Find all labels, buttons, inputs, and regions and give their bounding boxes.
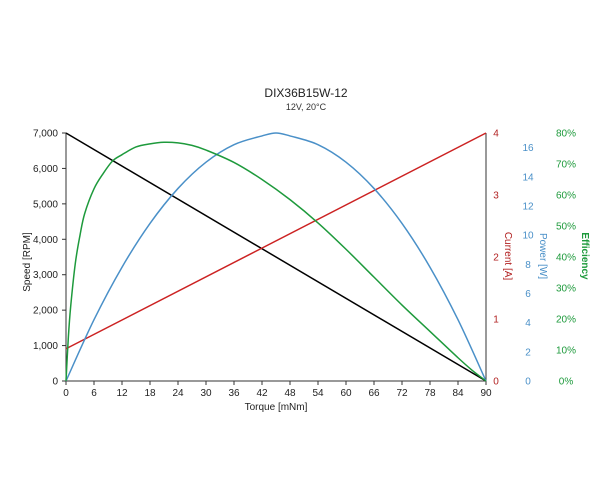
efficiency-tick-label: 70% (556, 160, 576, 171)
speed-tick-label: 7,000 (33, 129, 58, 140)
current-tick-label: 4 (493, 129, 499, 140)
x-tick-label: 48 (284, 388, 296, 399)
power-tick-label: 10 (522, 231, 534, 242)
x-tick-label: 0 (63, 388, 69, 399)
power-tick-label: 14 (522, 172, 534, 183)
x-tick-label: 24 (172, 388, 184, 399)
speed-tick-label: 3,000 (33, 270, 58, 281)
x-tick-label: 78 (424, 388, 436, 399)
x-tick-label: 36 (228, 388, 240, 399)
speed-tick-label: 5,000 (33, 199, 58, 210)
efficiency-tick-label: 50% (556, 222, 576, 233)
power-tick-label: 2 (525, 347, 531, 358)
axes: 0 6 12 18 24 30 36 42 48 54 60 66 72 78 84 9001,0002,00… (33, 129, 576, 400)
x-axis-label: Torque [mNm] (245, 402, 308, 413)
current-tick-label: 2 (493, 253, 499, 264)
speed-tick-label: 1,000 (33, 341, 58, 352)
x-tick-label: 6 (91, 388, 97, 399)
speed-tick-label: 2,000 (33, 306, 58, 317)
efficiency-tick-label: 10% (556, 346, 576, 357)
x-tick-label: 72 (396, 388, 408, 399)
current-tick-label: 3 (493, 191, 499, 202)
efficiency-tick-label: 30% (556, 284, 576, 295)
x-tick-label: 42 (256, 388, 268, 399)
speed-tick-label: 6,000 (33, 164, 58, 175)
x-tick-label: 66 (368, 388, 380, 399)
chart-title: DIX36B15W-12 (264, 86, 347, 100)
power-tick-label: 4 (525, 318, 531, 329)
current-tick-label: 1 (493, 315, 499, 326)
power-tick-label: 16 (522, 143, 534, 154)
y-axis-label-power: Power [W] (537, 233, 548, 279)
x-tick-label: 54 (312, 388, 324, 399)
current-tick-label: 0 (493, 377, 499, 388)
y-axis-label-speed: Speed [RPM] (22, 232, 33, 292)
power-tick-label: 6 (525, 289, 531, 300)
x-tick-label: 18 (144, 388, 156, 399)
x-tick-label: 90 (480, 388, 492, 399)
speed-tick-label: 4,000 (33, 235, 58, 246)
series-line-speed (65, 132, 487, 382)
x-tick-label: 60 (340, 388, 352, 399)
y-axis-label-efficiency: Efficiency (579, 232, 590, 280)
efficiency-tick-label: 40% (556, 253, 576, 264)
power-tick-label: 8 (525, 260, 531, 271)
y-axis-label-current: Current [A] (502, 232, 513, 281)
series-line-power (65, 132, 487, 382)
x-tick-label: 84 (452, 388, 464, 399)
x-tick-label: 12 (116, 388, 128, 399)
series-line-efficiency (65, 141, 487, 382)
power-tick-label: 12 (522, 201, 534, 212)
efficiency-tick-label: 80% (556, 129, 576, 140)
chart-subtitle: 12V, 20°C (286, 102, 327, 112)
power-tick-label: 0 (525, 377, 531, 388)
efficiency-tick-label: 20% (556, 315, 576, 326)
efficiency-tick-label: 0% (559, 377, 574, 388)
series-line-current (65, 132, 487, 350)
speed-tick-label: 0 (52, 377, 58, 388)
x-tick-label: 30 (200, 388, 212, 399)
efficiency-tick-label: 60% (556, 191, 576, 202)
data-series (65, 132, 487, 382)
